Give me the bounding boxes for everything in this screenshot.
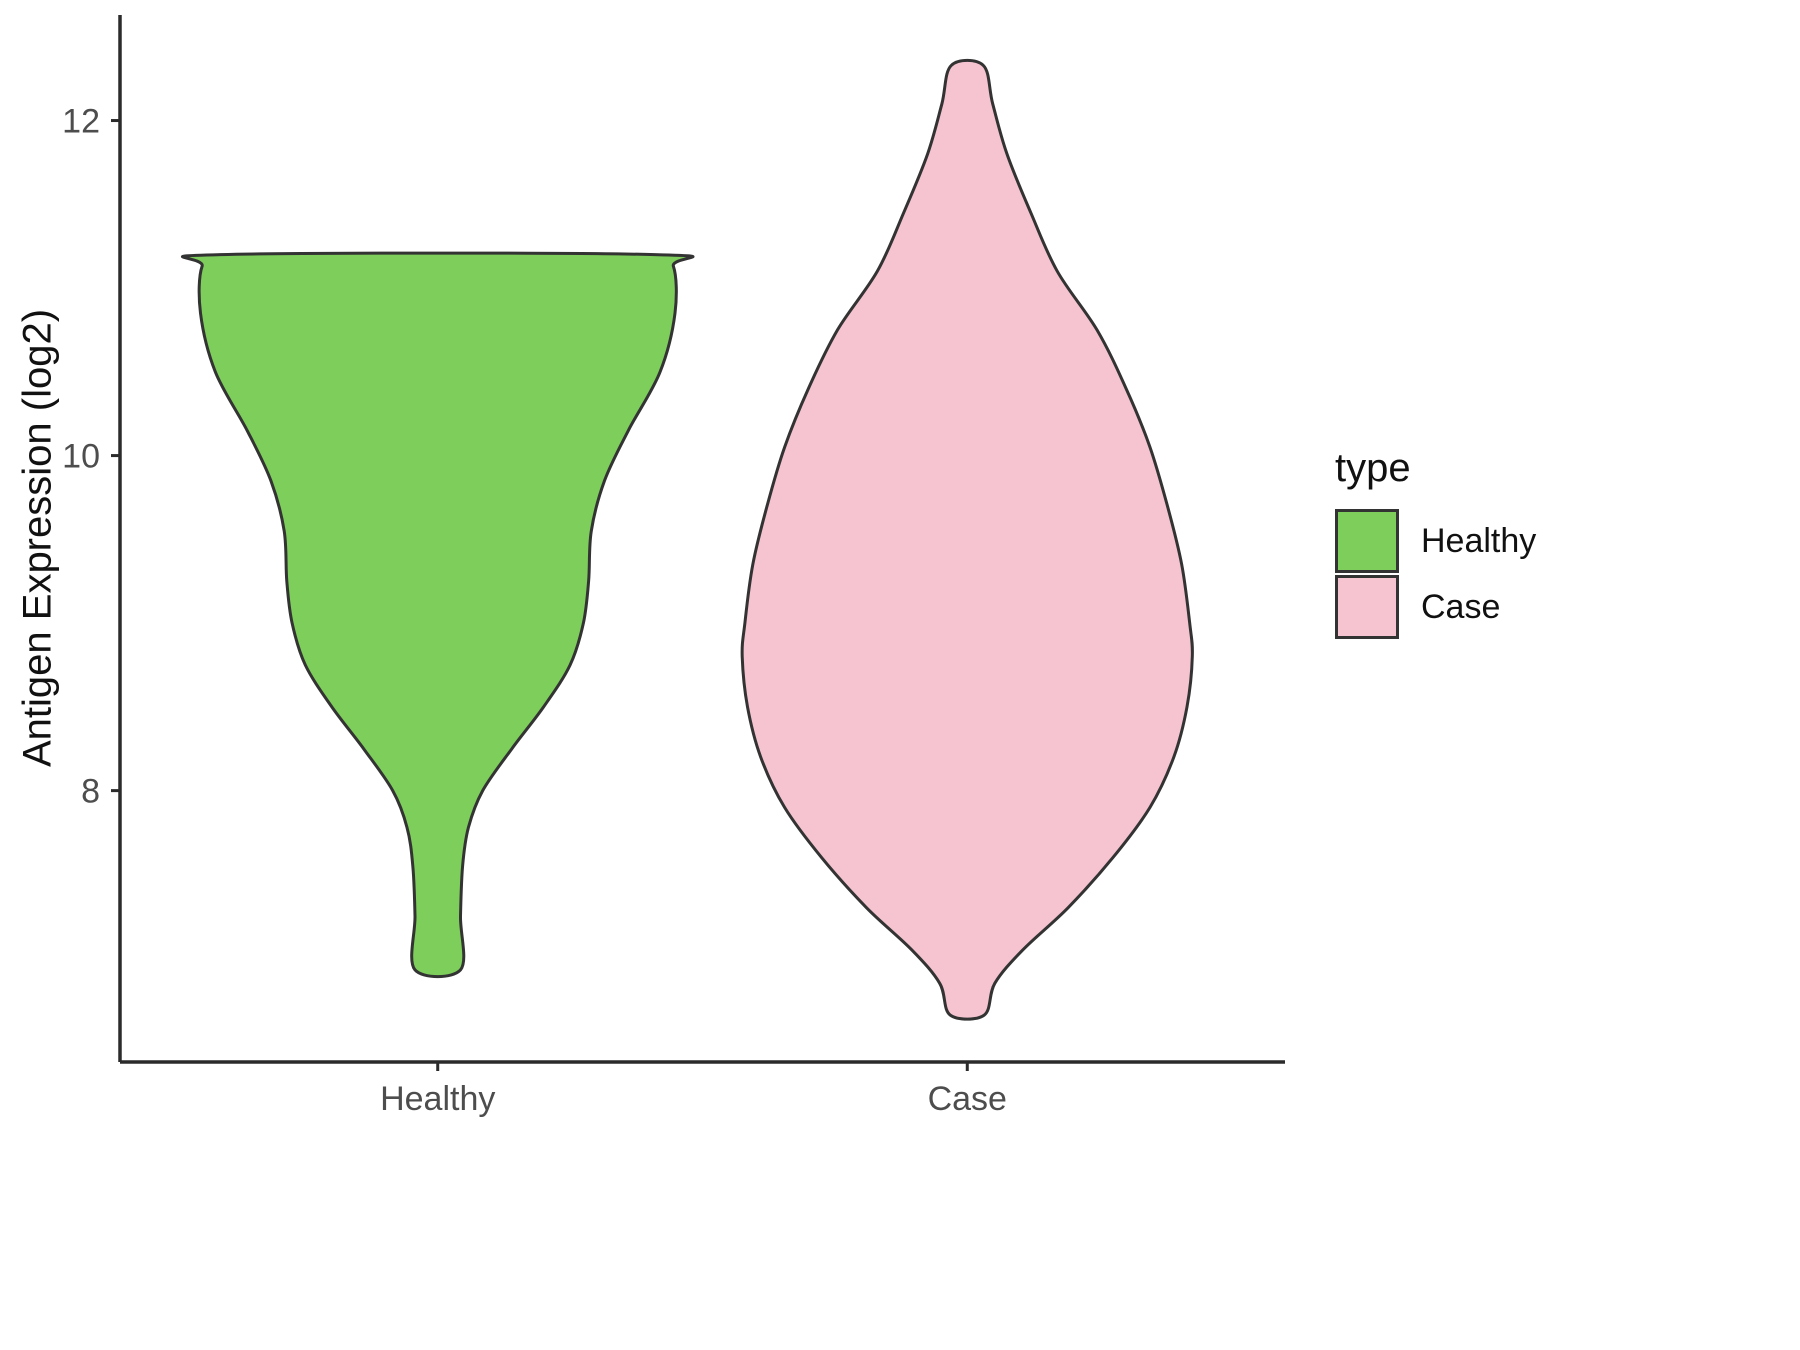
y-tick-label-12: 12: [62, 103, 100, 141]
legend-items: Healthy Case: [1335, 509, 1536, 639]
x-tick-label-healthy: Healthy: [380, 1080, 495, 1118]
violin-case: [740, 58, 1194, 1021]
legend-label-case: Case: [1421, 587, 1501, 626]
x-tick-label-case: Case: [928, 1080, 1007, 1118]
legend-item-healthy: Healthy: [1335, 509, 1536, 573]
legend-item-case: Case: [1335, 575, 1536, 639]
legend-swatch-case: [1335, 575, 1399, 639]
legend-swatch-healthy: [1335, 509, 1399, 573]
y-tick-label-8: 8: [81, 773, 100, 811]
y-axis-title: Antigen Expression (log2): [15, 308, 60, 768]
legend: type Healthy Case: [1335, 446, 1536, 641]
legend-label-healthy: Healthy: [1421, 521, 1537, 560]
violin-healthy: [180, 251, 695, 979]
y-tick-label-10: 10: [62, 438, 100, 476]
legend-title: type: [1335, 446, 1411, 490]
